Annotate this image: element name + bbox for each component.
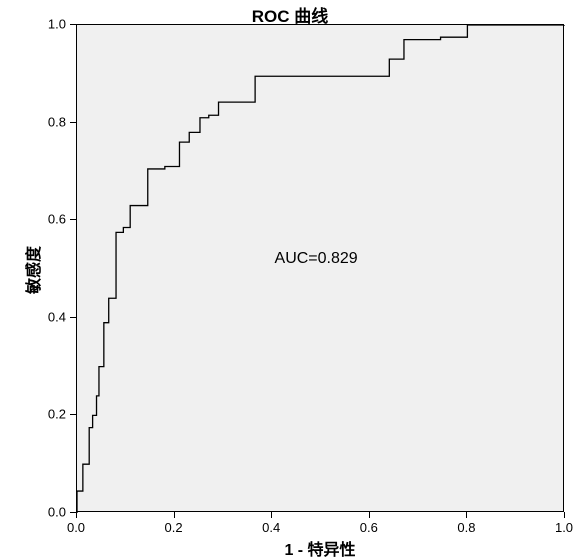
x-tick [369,512,370,518]
y-tick [70,219,76,220]
y-tick-label: 0.8 [40,114,66,129]
y-tick-label: 0.4 [40,309,66,324]
y-tick [70,122,76,123]
plot-area: AUC=0.829 [76,24,564,512]
y-axis-label: 敏感度 [20,26,44,514]
x-axis-label: 1 - 特异性 [76,536,564,560]
roc-curve [77,25,565,513]
chart-container: ROC 曲线 AUC=0.829 1 - 特异性 敏感度 0.00.20.40.… [0,0,580,558]
y-tick [70,24,76,25]
y-tick [70,317,76,318]
y-tick-label: 0.0 [40,505,66,520]
x-tick [174,512,175,518]
x-tick [466,512,467,518]
x-tick-label: 0.4 [262,520,280,535]
y-tick-label: 1.0 [40,17,66,32]
x-tick-label: 0.6 [360,520,378,535]
x-tick-label: 1.0 [555,520,573,535]
x-tick-label: 0.2 [165,520,183,535]
roc-line [77,25,565,513]
x-tick-label: 0.0 [67,520,85,535]
x-tick [564,512,565,518]
x-tick-label: 0.8 [457,520,475,535]
y-tick-label: 0.2 [40,407,66,422]
y-tick-label: 0.6 [40,212,66,227]
auc-annotation: AUC=0.829 [275,250,358,268]
y-tick [70,512,76,513]
x-tick [271,512,272,518]
y-tick [70,414,76,415]
x-tick [76,512,77,518]
